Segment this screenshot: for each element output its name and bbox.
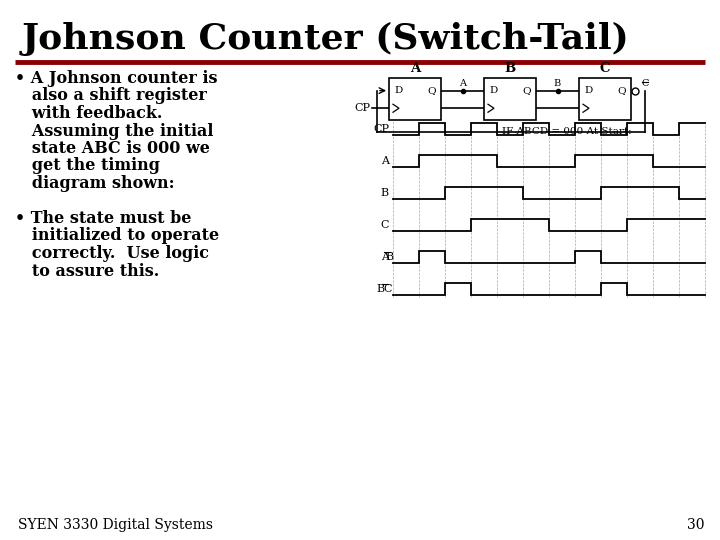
Text: CP: CP <box>354 103 370 113</box>
Bar <box>389 78 441 120</box>
Text: Q: Q <box>617 86 626 95</box>
Bar <box>579 78 631 120</box>
Text: state ABC is 000 we: state ABC is 000 we <box>15 140 210 157</box>
Text: 30: 30 <box>688 518 705 532</box>
Text: B: B <box>377 284 389 294</box>
Text: also a shift register: also a shift register <box>15 87 207 105</box>
Text: D: D <box>584 86 593 95</box>
Text: Johnson Counter (Switch-Tail): Johnson Counter (Switch-Tail) <box>22 22 630 56</box>
Text: B: B <box>381 188 389 198</box>
Text: C: C <box>383 284 392 294</box>
Text: Q: Q <box>428 86 436 95</box>
Text: A: A <box>381 156 389 166</box>
Text: B: B <box>554 79 561 87</box>
Text: Assuming the initial: Assuming the initial <box>15 123 213 139</box>
Text: get the timing: get the timing <box>15 158 160 174</box>
Text: C: C <box>642 79 649 87</box>
Text: IF ABCD = 000 At Start:: IF ABCD = 000 At Start: <box>503 127 632 136</box>
Text: B: B <box>505 62 516 75</box>
Text: A: A <box>459 79 466 87</box>
Text: C: C <box>380 220 389 230</box>
Bar <box>484 78 536 120</box>
Text: to assure this.: to assure this. <box>15 262 159 280</box>
Text: A: A <box>410 62 420 75</box>
Text: D: D <box>489 86 498 95</box>
Text: initialized to operate: initialized to operate <box>15 227 219 245</box>
Text: C: C <box>600 62 611 75</box>
Text: D: D <box>394 86 402 95</box>
Text: B: B <box>385 252 393 262</box>
Text: correctly.  Use logic: correctly. Use logic <box>15 245 209 262</box>
Text: CP: CP <box>373 124 389 134</box>
Text: SYEN 3330 Digital Systems: SYEN 3330 Digital Systems <box>18 518 213 532</box>
Text: diagram shown:: diagram shown: <box>15 175 175 192</box>
Text: Q: Q <box>523 86 531 95</box>
Text: with feedback.: with feedback. <box>15 105 163 122</box>
Text: • The state must be: • The state must be <box>15 210 192 227</box>
Text: A: A <box>381 252 389 262</box>
Text: • A Johnson counter is: • A Johnson counter is <box>15 70 217 87</box>
